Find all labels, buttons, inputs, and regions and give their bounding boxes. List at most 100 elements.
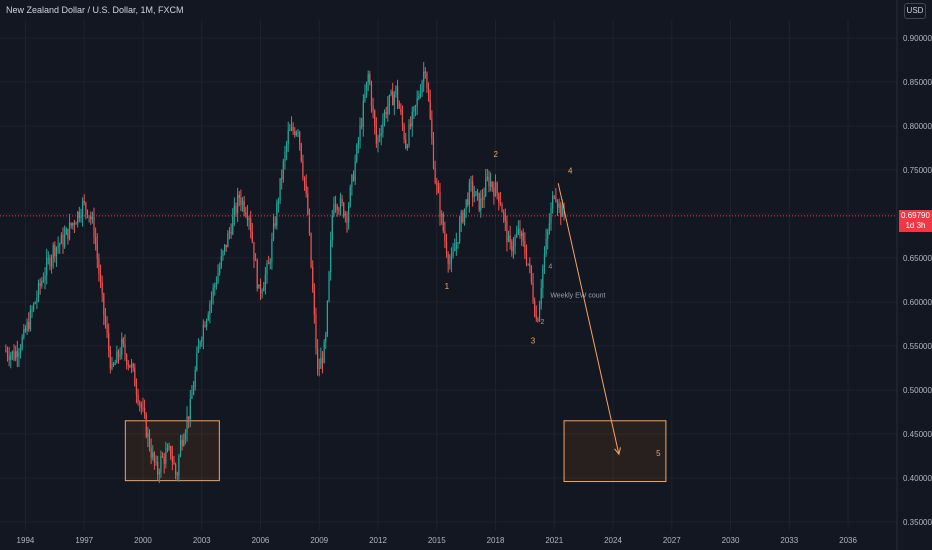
time-axis[interactable]: 1994 1997 2000 2003 2006 2009 2012 2015 2018 2021…: [17, 536, 858, 545]
candle-body: [96, 243, 98, 259]
candle-body: [137, 394, 139, 403]
candle-body: [238, 195, 240, 198]
candle-body: [423, 71, 425, 82]
candle-body: [432, 138, 435, 169]
candle-body: [59, 243, 61, 246]
candle-body: [266, 263, 268, 275]
candle-body: [272, 223, 275, 239]
candle-body: [307, 193, 309, 214]
candle-body: [83, 200, 85, 203]
candle-body: [485, 179, 487, 197]
candle-body: [37, 282, 40, 298]
candle-body: [41, 281, 43, 286]
candle-body: [341, 198, 343, 204]
wave-label: Weekly EW count: [550, 293, 605, 300]
candle-body: [64, 234, 66, 247]
candle-body: [99, 274, 102, 283]
candle-body: [85, 202, 87, 211]
candle-body: [175, 464, 177, 475]
candle-body: [98, 258, 100, 275]
candle-body: [312, 267, 314, 291]
candle-body: [23, 328, 25, 338]
candle-body: [326, 301, 329, 335]
candle-body: [143, 408, 146, 415]
candle-body: [454, 249, 456, 252]
candle-body: [46, 258, 48, 276]
candle-body: [357, 141, 360, 145]
candle-body: [455, 242, 457, 250]
candle-body: [334, 204, 337, 206]
candle-body: [230, 231, 232, 235]
candle-body: [403, 125, 405, 140]
price-tick-label: 0.55000: [903, 342, 932, 351]
candle-body: [349, 186, 351, 207]
candle-body: [139, 402, 141, 404]
candle-body: [108, 332, 110, 350]
candle-body: [188, 416, 190, 420]
candle-body: [192, 387, 195, 395]
candle-body: [245, 212, 247, 216]
candle-body: [330, 240, 332, 273]
candle-body: [387, 105, 389, 115]
time-tick-label: 2021: [545, 536, 563, 545]
candle-body: [49, 258, 51, 267]
candles: [5, 61, 565, 484]
candle-body: [310, 233, 312, 268]
candle-body: [561, 206, 564, 217]
candle-body: [170, 446, 172, 457]
candle-body: [379, 135, 381, 137]
candle-body: [302, 161, 304, 178]
candle-body: [31, 309, 33, 311]
candle-body: [452, 251, 454, 257]
candle-body: [398, 103, 400, 109]
candle-body: [194, 370, 196, 388]
currency-button[interactable]: USD: [904, 3, 926, 19]
candle-body: [279, 178, 281, 201]
candle-body: [427, 87, 430, 100]
arrow-head: [614, 447, 621, 456]
candle-body: [250, 218, 252, 232]
candle-body: [547, 231, 549, 240]
candle-body: [276, 202, 278, 226]
candle-body: [512, 246, 515, 252]
candle-body: [460, 212, 462, 223]
candle-body: [86, 210, 89, 217]
candle-body: [465, 199, 467, 209]
candle-body: [111, 363, 113, 369]
candle-body: [468, 182, 471, 205]
time-tick-label: 2003: [193, 536, 211, 545]
candle-body: [106, 324, 108, 333]
target-box: [563, 420, 667, 483]
candle-body: [104, 314, 107, 325]
candle-body: [437, 184, 439, 193]
candle-body: [62, 234, 64, 247]
wave-annotations: 1 2 3 4 5 2 4 Weekly EW count: [445, 150, 662, 458]
candle-body: [318, 367, 320, 369]
time-tick-label: 2024: [604, 536, 622, 545]
candle-body: [274, 223, 276, 226]
candle-body: [364, 94, 366, 101]
candle-body: [54, 245, 56, 257]
candle-body: [369, 73, 371, 84]
candle-body: [235, 205, 237, 213]
candle-body: [426, 73, 428, 88]
candle-body: [414, 105, 417, 107]
candle-body: [122, 338, 124, 344]
candle-body: [494, 182, 497, 197]
candle-body: [478, 192, 480, 211]
candle-body: [400, 108, 402, 113]
time-tick-label: 2006: [252, 536, 270, 545]
time-tick-label: 2030: [722, 536, 740, 545]
candle-body: [504, 214, 506, 221]
candle-body: [80, 216, 82, 218]
candle-body: [406, 146, 408, 148]
candle-body: [401, 112, 404, 126]
candle-body: [207, 314, 209, 321]
candle-body: [18, 352, 20, 357]
candle-body: [13, 351, 15, 360]
candle-body: [418, 96, 420, 98]
candle-body: [338, 210, 340, 212]
candle-body: [50, 258, 53, 267]
